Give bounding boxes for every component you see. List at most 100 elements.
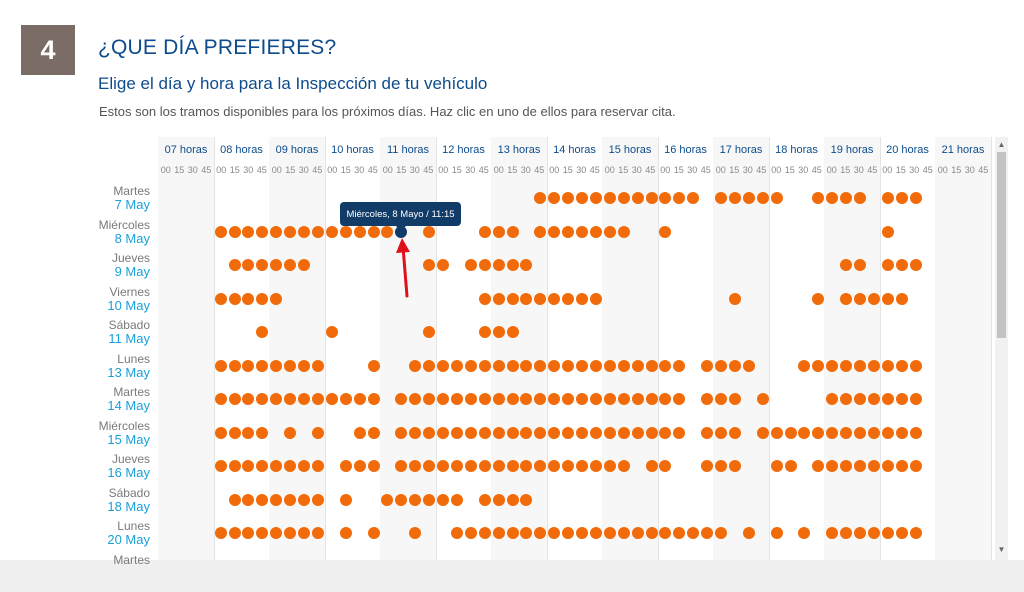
time-slot[interactable] [437, 460, 449, 472]
time-slot[interactable] [492, 225, 505, 238]
time-slot[interactable] [311, 527, 324, 539]
time-slot[interactable] [645, 460, 658, 472]
time-slot[interactable] [242, 460, 255, 472]
time-slot[interactable] [548, 225, 561, 238]
time-slot[interactable] [534, 359, 547, 372]
time-slot[interactable] [298, 393, 310, 405]
time-slot[interactable] [756, 426, 769, 439]
time-slot[interactable] [548, 192, 561, 204]
time-slot[interactable] [728, 192, 741, 204]
time-slot[interactable] [492, 393, 505, 405]
time-slot[interactable] [840, 259, 853, 271]
time-slot[interactable] [311, 225, 324, 238]
time-slot[interactable] [659, 192, 672, 204]
time-slot[interactable] [270, 527, 283, 539]
time-slot[interactable] [812, 292, 825, 305]
time-slot[interactable] [854, 259, 866, 271]
time-slot[interactable] [395, 460, 408, 472]
time-slot[interactable] [478, 426, 491, 439]
time-slot[interactable] [631, 192, 644, 204]
time-slot[interactable] [603, 426, 616, 439]
time-slot[interactable] [506, 292, 519, 305]
time-slot[interactable] [464, 259, 477, 271]
time-slot[interactable] [298, 259, 310, 271]
time-slot[interactable] [756, 192, 769, 204]
time-slot[interactable] [270, 493, 283, 506]
time-slot[interactable] [409, 393, 422, 405]
time-slot[interactable] [631, 426, 644, 439]
time-slot[interactable] [242, 493, 255, 506]
time-slot[interactable] [242, 225, 255, 238]
time-slot[interactable] [520, 292, 533, 305]
time-slot[interactable] [715, 460, 727, 472]
time-slot[interactable] [437, 426, 449, 439]
time-slot[interactable] [284, 527, 297, 539]
time-slot[interactable] [728, 359, 741, 372]
time-slot[interactable] [242, 359, 255, 372]
time-slot[interactable] [576, 460, 588, 472]
time-slot[interactable] [589, 192, 602, 204]
time-slot[interactable] [409, 426, 422, 439]
time-slot[interactable] [242, 527, 255, 539]
time-slot[interactable] [534, 393, 547, 405]
time-slot[interactable] [242, 292, 255, 305]
triangle-down-icon[interactable]: ▼ [997, 545, 1006, 554]
time-slot[interactable] [909, 426, 922, 439]
time-slot[interactable] [770, 460, 783, 472]
time-slot[interactable] [228, 527, 241, 539]
time-slot[interactable] [492, 527, 505, 539]
time-slot[interactable] [256, 225, 269, 238]
time-slot[interactable] [617, 393, 630, 405]
time-slot[interactable] [520, 259, 533, 271]
time-slot[interactable] [826, 426, 839, 439]
time-slot[interactable] [492, 460, 505, 472]
time-slot[interactable] [715, 527, 727, 539]
time-slot[interactable] [478, 359, 491, 372]
time-slot[interactable] [798, 359, 811, 372]
time-slot[interactable] [770, 192, 783, 204]
time-slot[interactable] [256, 292, 269, 305]
time-slot[interactable] [812, 460, 825, 472]
time-slot[interactable] [576, 527, 588, 539]
time-slot[interactable] [576, 426, 588, 439]
time-slot[interactable] [854, 460, 866, 472]
time-slot[interactable] [895, 192, 908, 204]
time-slot[interactable] [867, 292, 880, 305]
time-slot[interactable] [395, 493, 408, 506]
time-slot[interactable] [659, 359, 672, 372]
time-slot[interactable] [492, 292, 505, 305]
time-slot[interactable] [687, 527, 700, 539]
time-slot[interactable] [659, 393, 672, 405]
time-slot[interactable] [534, 292, 547, 305]
time-slot[interactable] [562, 359, 575, 372]
scrollbar-thumb[interactable] [997, 152, 1006, 338]
time-slot[interactable] [562, 292, 575, 305]
time-slot[interactable] [228, 426, 241, 439]
time-slot[interactable] [409, 493, 422, 506]
time-slot[interactable] [311, 493, 324, 506]
time-slot[interactable] [548, 527, 561, 539]
time-slot[interactable] [603, 460, 616, 472]
time-slot[interactable] [381, 493, 394, 506]
time-slot[interactable] [506, 527, 519, 539]
time-slot[interactable] [284, 359, 297, 372]
time-slot[interactable] [256, 326, 269, 338]
time-slot[interactable] [826, 359, 839, 372]
time-slot[interactable] [339, 393, 352, 405]
time-slot[interactable] [812, 192, 825, 204]
time-slot[interactable] [492, 326, 505, 338]
time-slot[interactable] [423, 493, 436, 506]
time-slot[interactable] [701, 460, 714, 472]
time-slot[interactable] [506, 493, 519, 506]
time-slot[interactable] [840, 359, 853, 372]
time-slot[interactable] [562, 192, 575, 204]
time-slot[interactable] [715, 359, 727, 372]
triangle-up-icon[interactable]: ▲ [997, 140, 1006, 149]
time-slot[interactable] [881, 426, 894, 439]
time-slot[interactable] [562, 393, 575, 405]
time-slot[interactable] [409, 527, 422, 539]
time-slot[interactable] [395, 393, 408, 405]
time-slot[interactable] [909, 393, 922, 405]
time-slot[interactable] [506, 460, 519, 472]
time-slot[interactable] [506, 393, 519, 405]
